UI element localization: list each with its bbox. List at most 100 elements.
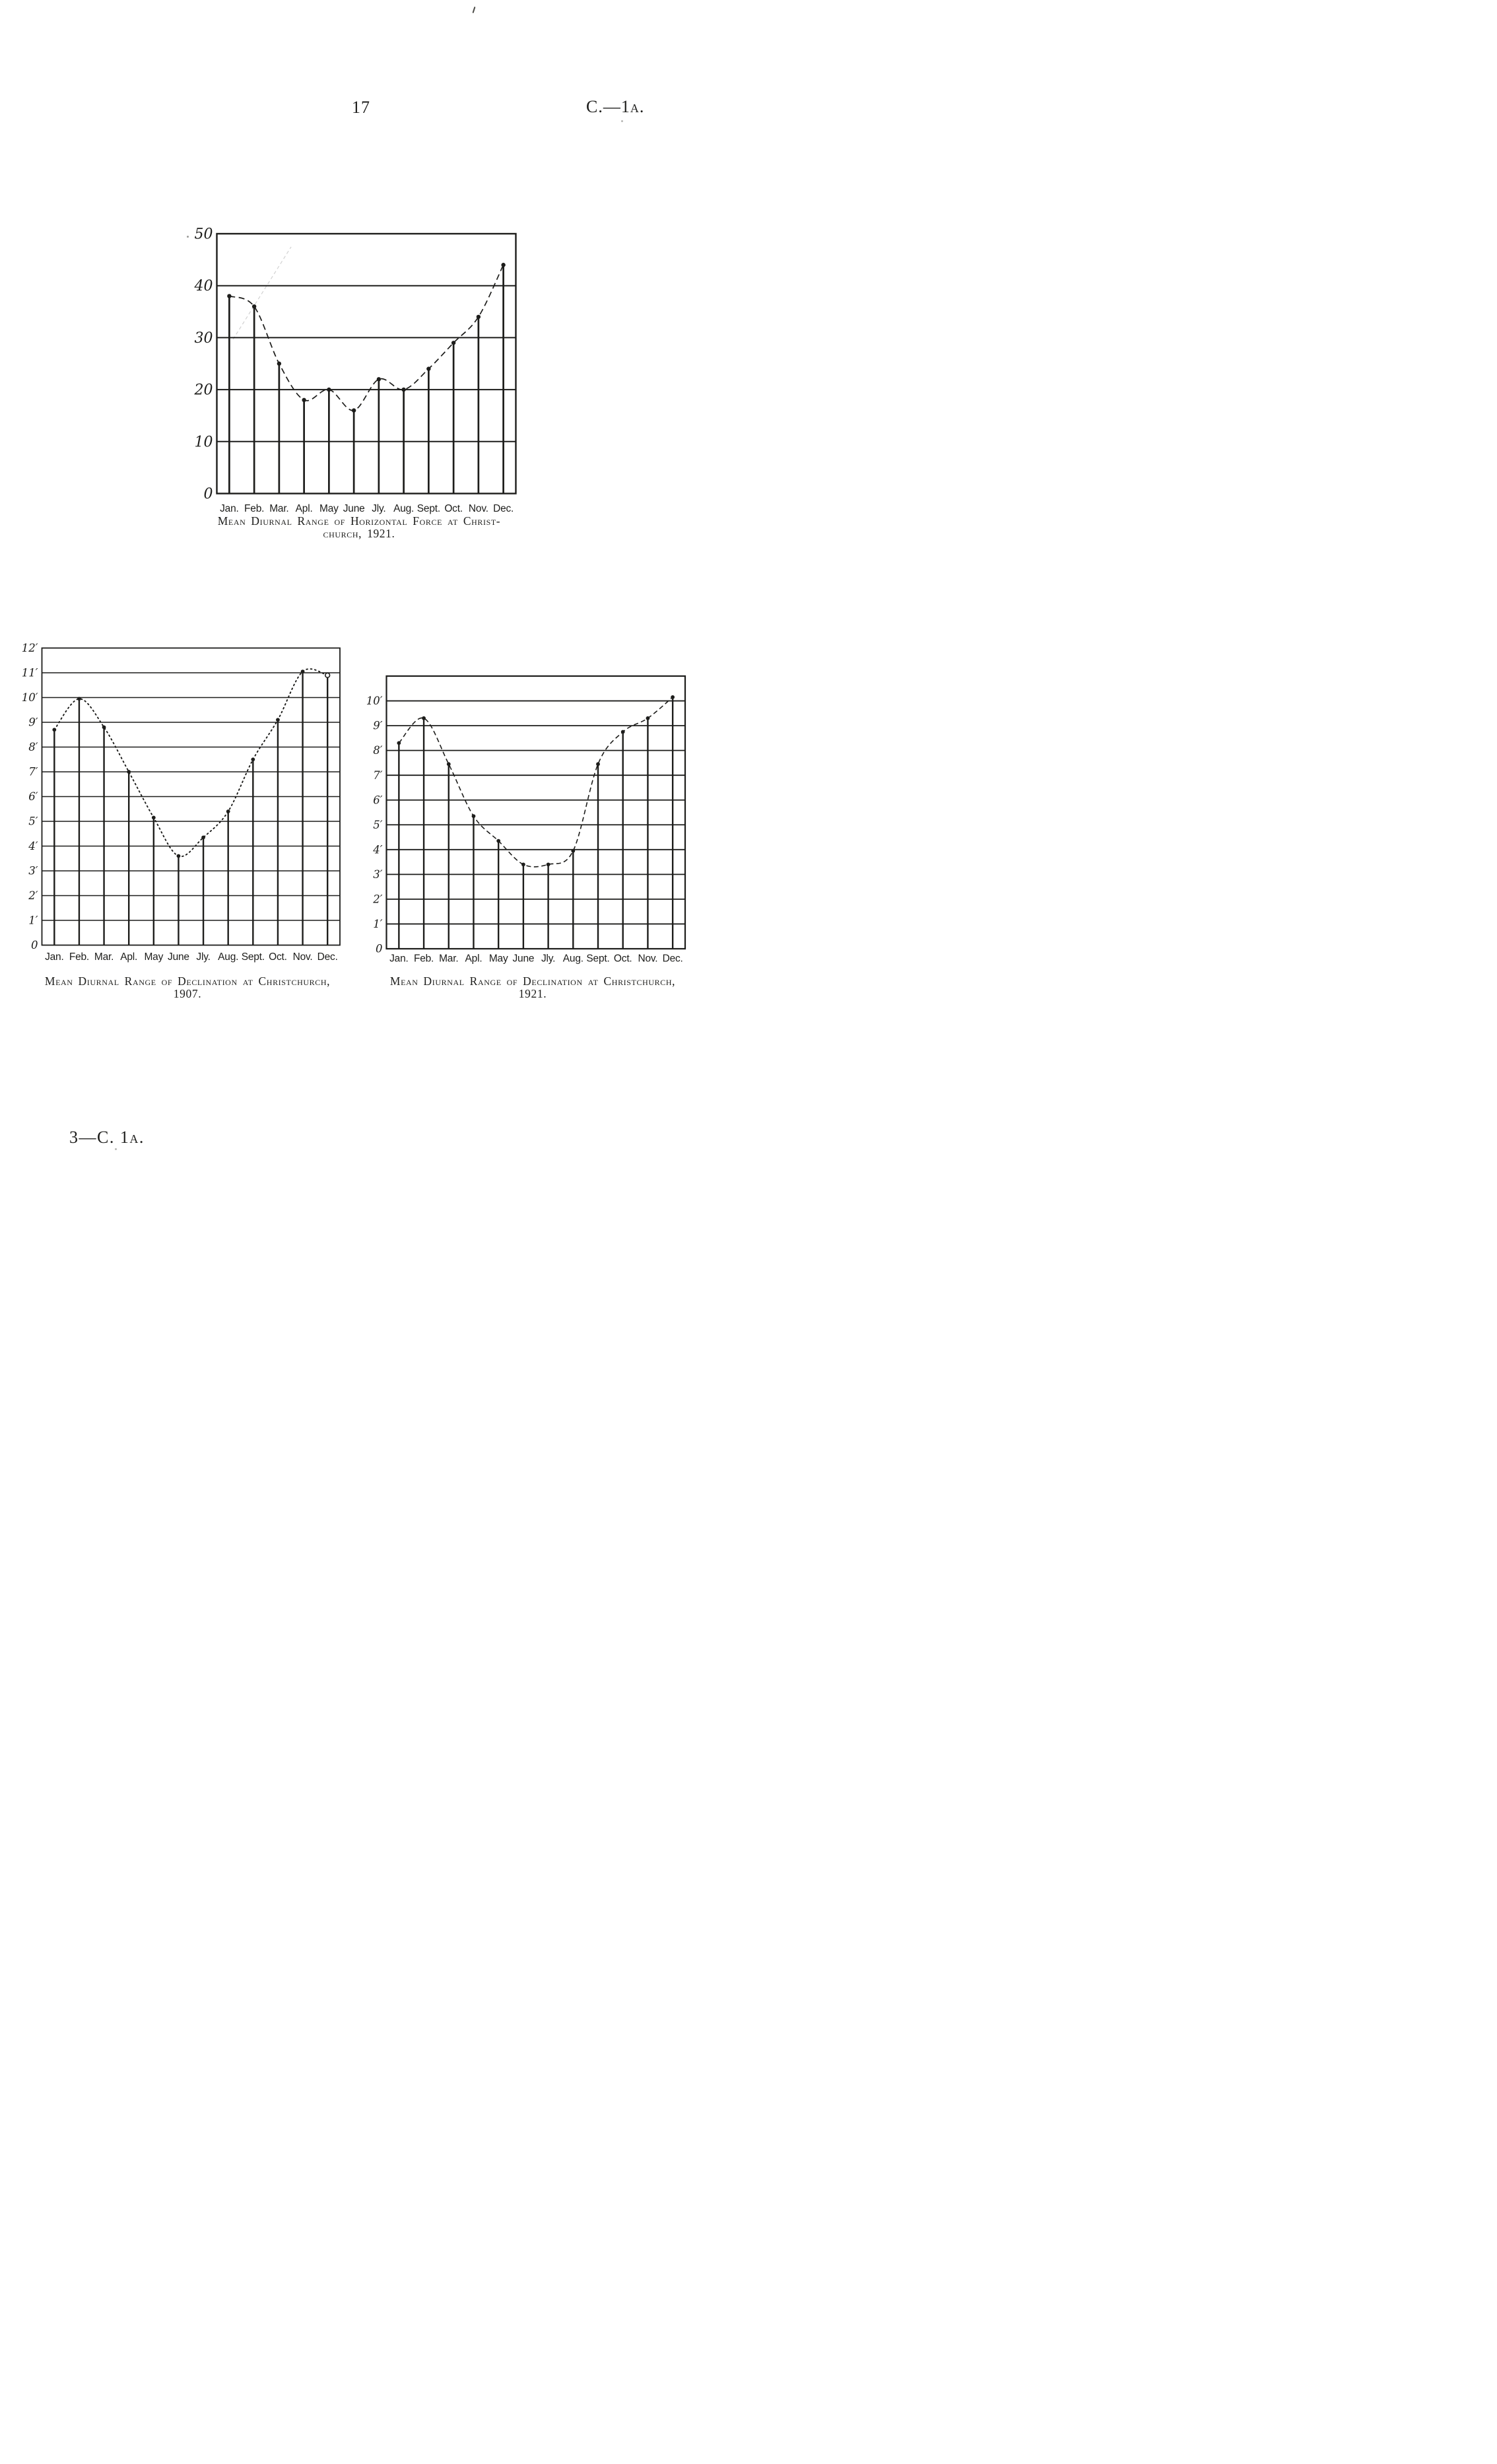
y-axis-label: 6′ [28, 790, 38, 803]
data-point [277, 361, 282, 366]
data-point [521, 862, 525, 867]
scan-speck [187, 236, 189, 238]
y-axis-label: 0 [31, 939, 38, 951]
scan-speck [621, 120, 623, 122]
month-label: May [489, 953, 508, 965]
data-point [476, 314, 481, 320]
caption-line: Mean Diurnal Range of Horizontal Force a… [217, 514, 501, 528]
page-number: 17 [352, 98, 370, 117]
scanned-report-page: { "page": { "number": "17", "doc_ref": "… [0, 0, 748, 1232]
data-point [276, 718, 280, 722]
data-point [422, 716, 426, 720]
y-axis-label: 5′ [373, 819, 382, 831]
y-axis-label: 12′ [22, 642, 38, 654]
data-point [201, 835, 205, 840]
month-label: Sept. [242, 951, 265, 963]
data-point [446, 762, 451, 767]
trend-curve [53, 668, 329, 858]
y-axis-label: 4′ [372, 843, 382, 856]
month-label: June [168, 951, 189, 963]
y-axis-label: 9′ [373, 720, 382, 732]
y-axis-label: 2′ [28, 889, 38, 902]
trend-curve [398, 697, 673, 868]
data-point [77, 697, 81, 701]
data-point [496, 838, 501, 843]
chart-declination-1921: 0 1′ 2′ 3′ 4′ 5′ 6′ 7′ 8′ 9′ 10′ Jan. Feb. Mar. Apl. Ma… [366, 675, 686, 965]
data-point [397, 741, 401, 745]
month-label: Nov. [469, 503, 488, 514]
data-point [426, 366, 431, 371]
y-axis-label: 10 [195, 434, 213, 450]
y-axis-label: 11′ [22, 667, 38, 679]
month-label: Jan. [389, 953, 409, 965]
month-label: Jly. [541, 953, 555, 965]
chart-frame [41, 647, 341, 946]
caption-line: Mean Diurnal Range of Declination at Chr… [44, 975, 331, 988]
data-point [596, 762, 600, 767]
chart-frame [216, 232, 517, 495]
data-point [302, 397, 306, 403]
data-point [251, 304, 257, 309]
trend-curve [229, 264, 504, 411]
data-point [451, 341, 456, 345]
chart-declination-1907: 0 1′ 2′ 3′ 4′ 5′ 6′ 7′ 8′ 9′ 10′ 11′ 12′ Jan. Feb. Mar.… [22, 642, 341, 963]
y-axis-label: 50 [195, 226, 213, 242]
data-point [351, 408, 356, 413]
month-label: Oct. [614, 953, 632, 965]
month-label: May [144, 951, 163, 963]
month-label: Feb. [69, 951, 89, 963]
data-point [620, 730, 625, 734]
month-label: Mar. [439, 953, 458, 965]
chart-horizontal-force-1921: 0 10 20 30 40 50 Jan. Feb. Mar. Apl. May June Jly. Au… [194, 226, 517, 514]
month-label: Oct. [269, 951, 287, 963]
month-label: Aug. [393, 503, 414, 514]
caption-line: Mean Diurnal Range of Declination at Chr… [389, 975, 676, 988]
data-point [376, 377, 382, 382]
month-label: Dec. [493, 503, 514, 514]
y-axis-label: 2′ [372, 893, 382, 906]
month-label: Apl. [465, 953, 482, 965]
y-axis-label: 8′ [373, 744, 382, 757]
caption-line: 1907. [173, 987, 202, 1000]
charts-canvas: 0 10 20 30 40 50 Jan. Feb. Mar. Apl. May June Jly. Au… [22, 226, 686, 965]
data-point [176, 854, 181, 858]
y-axis-label: 0 [204, 486, 213, 502]
caption-horizontal-force-1921: Mean Diurnal Range of Horizontal Force a… [218, 515, 500, 540]
y-axis-label: 0 [376, 943, 383, 955]
y-axis-label: 3′ [373, 868, 382, 881]
y-axis-label: 1′ [373, 918, 382, 930]
month-label: Sept. [586, 953, 609, 965]
chart-frame [385, 675, 686, 950]
data-point [300, 669, 305, 674]
y-axis-label: 5′ [28, 815, 38, 828]
y-axis-label: 3′ [28, 865, 38, 877]
month-label: June [343, 503, 365, 514]
month-label: Jan. [45, 951, 64, 963]
data-point [671, 695, 675, 699]
month-label: Dec. [317, 951, 338, 963]
y-axis-label: 9′ [28, 716, 38, 729]
y-axis-label: 7′ [373, 769, 382, 782]
y-axis-label: 8′ [28, 741, 38, 753]
caption-declination-1907: Mean Diurnal Range of Declination at Chr… [45, 975, 330, 1000]
month-label: Apl. [296, 503, 313, 514]
month-label: Aug. [218, 951, 238, 963]
data-point [471, 814, 476, 819]
footer-reference: 3—C. 1a. [69, 1128, 145, 1147]
y-axis-label: 20 [194, 382, 213, 399]
data-point [546, 862, 550, 867]
month-label: Apl. [120, 951, 137, 963]
data-point [571, 848, 576, 853]
data-point [226, 809, 230, 813]
month-label: Mar. [269, 503, 288, 514]
month-label: Feb. [414, 953, 434, 965]
y-axis-label: 7′ [28, 766, 38, 778]
data-point [52, 728, 57, 732]
month-label: Feb. [244, 503, 264, 514]
month-label: June [512, 953, 534, 965]
data-point [401, 387, 406, 392]
data-point [151, 815, 156, 820]
data-point [227, 294, 232, 298]
scan-speck [115, 1148, 117, 1150]
month-label: Jly. [196, 951, 210, 963]
